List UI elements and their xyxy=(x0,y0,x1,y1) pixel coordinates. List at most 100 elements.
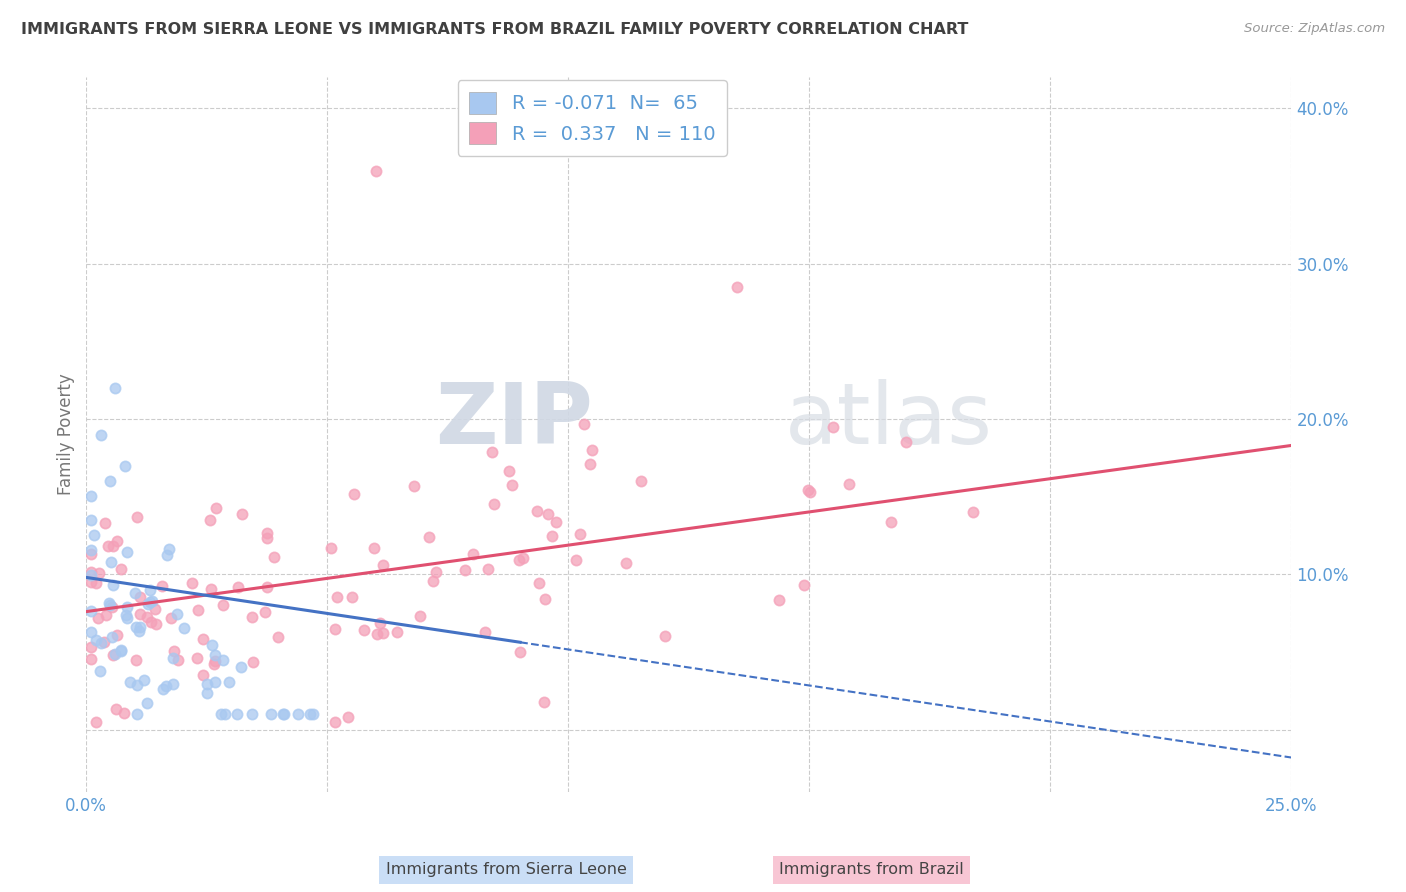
Point xyxy=(166,607,188,621)
Point xyxy=(654,629,676,643)
Point xyxy=(894,435,917,450)
Text: Immigrants from Sierra Leone: Immigrants from Sierra Leone xyxy=(385,863,627,877)
Point xyxy=(100,599,122,614)
Point xyxy=(110,562,132,576)
Point xyxy=(80,566,103,580)
Point xyxy=(157,541,180,556)
Point xyxy=(512,550,534,565)
Point xyxy=(135,696,157,710)
Point xyxy=(139,595,162,609)
Point xyxy=(725,280,748,294)
Point xyxy=(100,474,122,488)
Text: Source: ZipAtlas.com: Source: ZipAtlas.com xyxy=(1244,22,1385,36)
Point xyxy=(93,634,115,648)
Point xyxy=(80,489,103,503)
Point xyxy=(226,707,249,722)
Point xyxy=(321,541,343,556)
Point xyxy=(105,628,128,642)
Point xyxy=(204,674,226,689)
Point xyxy=(482,497,505,511)
Point xyxy=(173,621,195,635)
Point xyxy=(768,592,790,607)
Point xyxy=(186,650,208,665)
Point xyxy=(201,638,224,652)
Point xyxy=(572,417,595,431)
Point xyxy=(579,457,602,471)
Point xyxy=(337,710,360,724)
Point xyxy=(287,707,309,722)
Point xyxy=(80,604,103,618)
Y-axis label: Family Poverty: Family Poverty xyxy=(58,374,75,495)
Point xyxy=(229,660,252,674)
Point xyxy=(204,648,226,663)
Point xyxy=(115,545,138,559)
Point xyxy=(84,576,107,591)
Point xyxy=(138,597,160,611)
Point xyxy=(537,507,560,521)
Point xyxy=(101,648,124,662)
Point xyxy=(565,552,588,566)
Point xyxy=(125,707,148,722)
Point xyxy=(80,547,103,561)
Point xyxy=(127,510,149,524)
Point xyxy=(214,706,236,721)
Point xyxy=(80,640,103,655)
Point xyxy=(498,464,520,478)
Point xyxy=(86,610,108,624)
Point xyxy=(101,577,124,591)
Point xyxy=(353,623,375,637)
Point xyxy=(124,586,146,600)
Point xyxy=(363,541,385,555)
Point xyxy=(100,599,122,613)
Point xyxy=(340,590,363,604)
Point xyxy=(103,539,125,553)
Point xyxy=(128,620,150,634)
Point xyxy=(533,695,555,709)
Point xyxy=(799,484,821,499)
Point xyxy=(160,611,183,625)
Point xyxy=(104,381,127,395)
Point xyxy=(962,505,984,519)
Point xyxy=(101,630,124,644)
Legend: R = -0.071  N=  65, R =  0.337   N = 110: R = -0.071 N= 65, R = 0.337 N = 110 xyxy=(457,80,727,156)
Point xyxy=(117,611,139,625)
Point xyxy=(150,579,173,593)
Point xyxy=(115,608,138,623)
Point xyxy=(162,651,184,665)
Point xyxy=(343,487,366,501)
Point xyxy=(526,504,548,518)
Point xyxy=(404,479,426,493)
Point xyxy=(540,529,562,543)
Point xyxy=(364,163,387,178)
Point xyxy=(125,653,148,667)
Point xyxy=(204,653,226,667)
Point xyxy=(299,707,322,722)
Point xyxy=(145,617,167,632)
Point xyxy=(823,419,845,434)
Point xyxy=(323,622,346,636)
Point xyxy=(408,609,430,624)
Point xyxy=(256,531,278,545)
Point xyxy=(614,556,637,570)
Point xyxy=(129,607,152,621)
Point xyxy=(527,576,550,591)
Point xyxy=(373,558,395,573)
Point xyxy=(793,578,815,592)
Point xyxy=(166,653,188,667)
Point xyxy=(84,714,107,729)
Point xyxy=(110,642,132,657)
Point xyxy=(180,575,202,590)
Point xyxy=(200,513,222,527)
Point xyxy=(90,427,112,442)
Point xyxy=(231,508,253,522)
Point xyxy=(569,526,592,541)
Point xyxy=(80,652,103,666)
Point xyxy=(212,599,235,613)
Point xyxy=(115,599,138,614)
Point xyxy=(87,566,110,580)
Point xyxy=(461,547,484,561)
Point xyxy=(187,603,209,617)
Point xyxy=(630,474,652,488)
Point xyxy=(581,443,603,458)
Point xyxy=(114,458,136,473)
